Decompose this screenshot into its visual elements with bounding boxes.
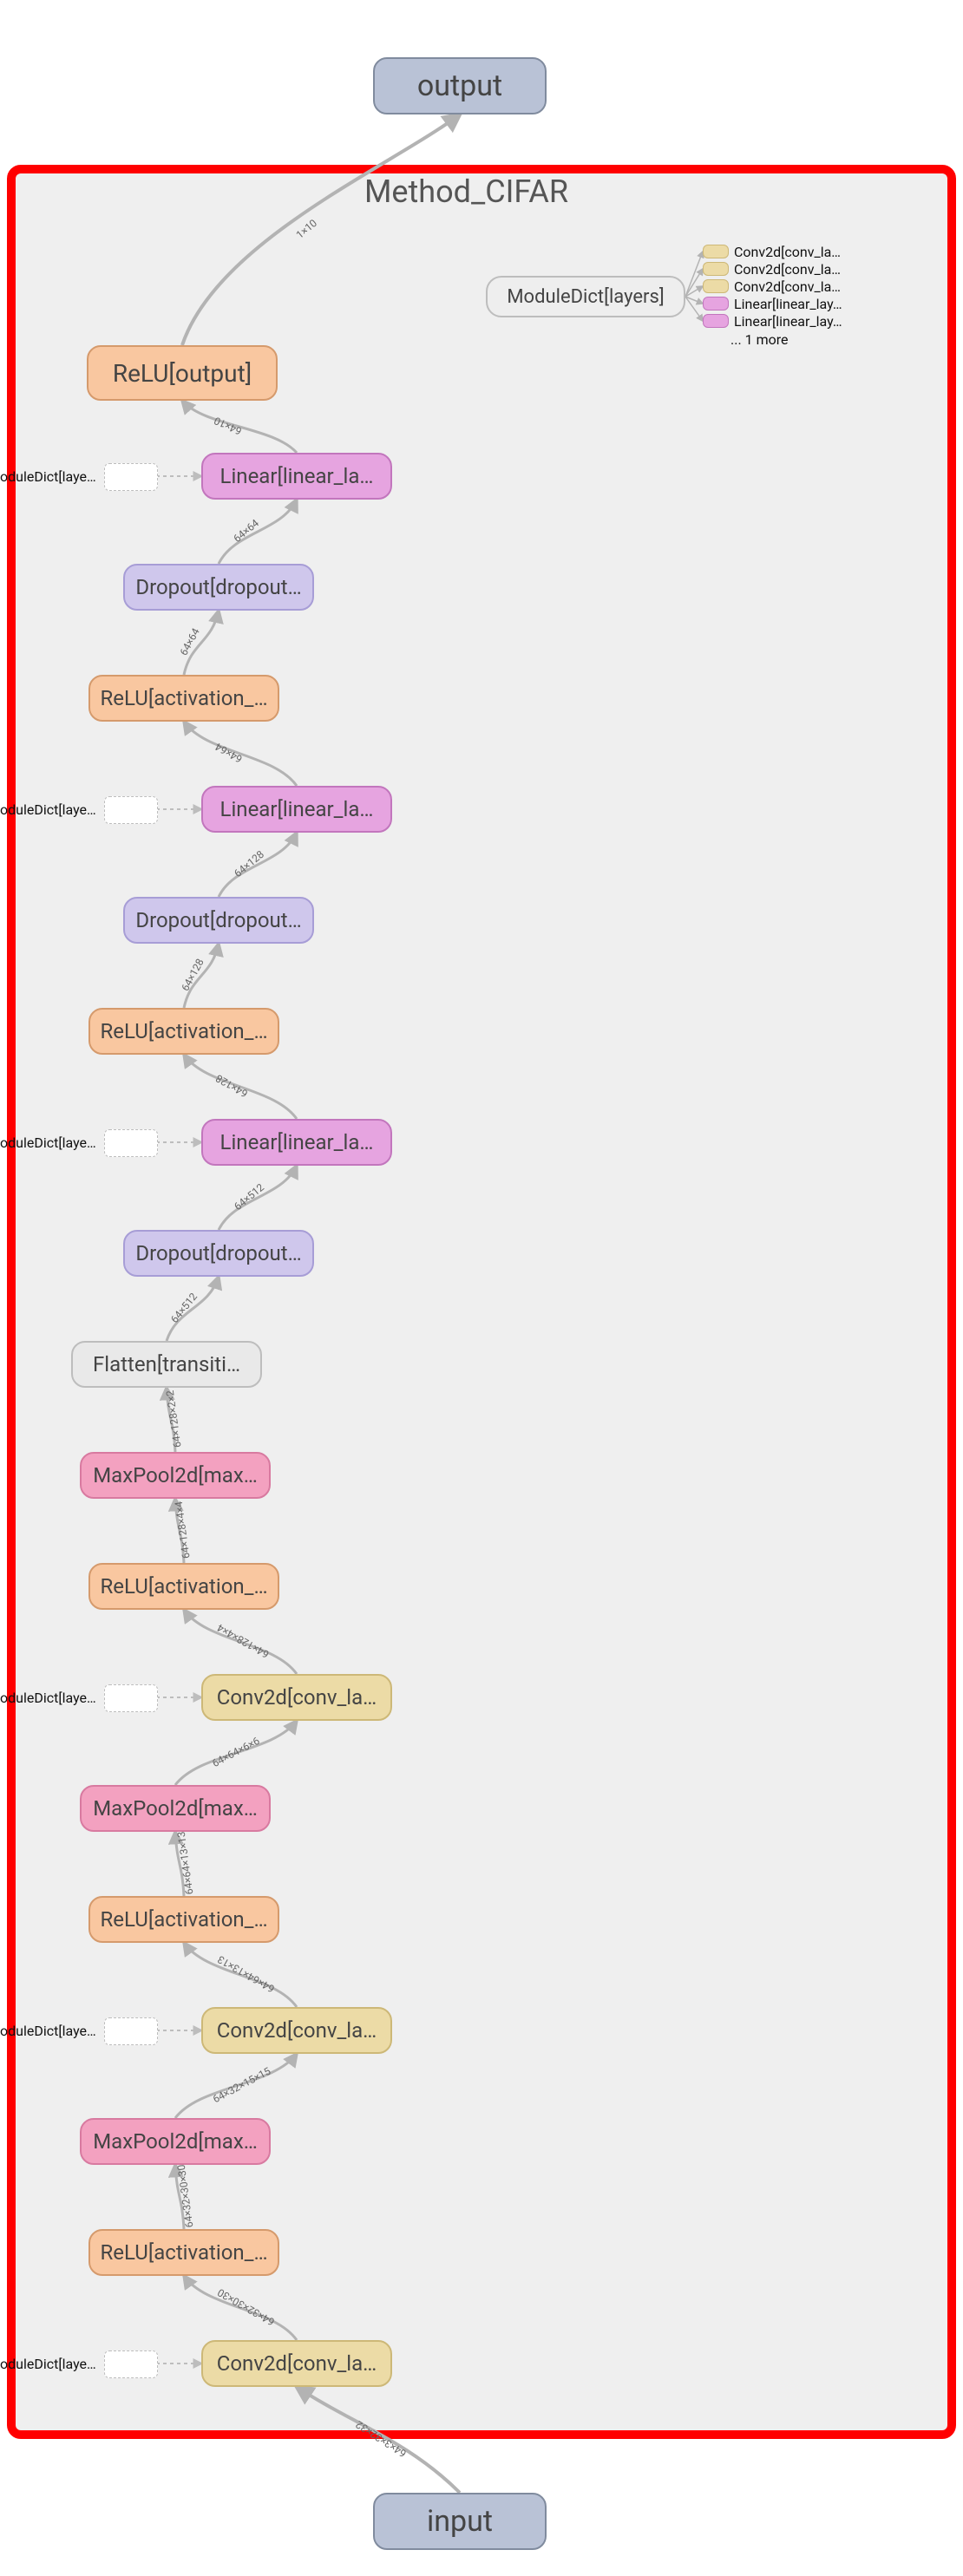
graph-node-linear2[interactable]: Linear[linear_la… xyxy=(201,786,392,833)
side-ref-box xyxy=(104,1684,158,1712)
mini-node-label: Linear[linear_lay… xyxy=(734,296,842,312)
side-ref-box xyxy=(104,1129,158,1157)
mini-node xyxy=(703,279,729,293)
side-ref-box xyxy=(104,463,158,491)
side-ref-label: oduleDict[laye… xyxy=(0,1134,96,1151)
graph-node-conv1[interactable]: Conv2d[conv_la… xyxy=(201,2340,392,2387)
graph-node-output[interactable]: output xyxy=(373,57,547,114)
graph-node-maxpool1[interactable]: MaxPool2d[max… xyxy=(80,2118,271,2165)
graph-node-conv2[interactable]: Conv2d[conv_la… xyxy=(201,2007,392,2054)
side-ref-label: oduleDict[laye… xyxy=(0,468,96,485)
mini-node xyxy=(703,297,729,311)
graph-node-conv3[interactable]: Conv2d[conv_la… xyxy=(201,1674,392,1721)
graph-node-maxpool3[interactable]: MaxPool2d[max… xyxy=(80,1452,271,1499)
mini-node xyxy=(703,262,729,276)
graph-node-dropout2[interactable]: Dropout[dropout… xyxy=(123,897,314,944)
mini-node-label: Conv2d[conv_la… xyxy=(734,278,841,295)
diagram-canvas: Method_CIFAR output input ReLU[output] Linea… xyxy=(0,0,963,2576)
side-ref-label: oduleDict[laye… xyxy=(0,2023,96,2039)
graph-node-relu_c1[interactable]: ReLU[activation_… xyxy=(88,2229,279,2276)
mini-node-label: Conv2d[conv_la… xyxy=(734,261,841,278)
side-ref-label: oduleDict[laye… xyxy=(0,2356,96,2372)
graph-node-relu_l3[interactable]: ReLU[activation_… xyxy=(88,675,279,722)
mini-node xyxy=(703,314,729,328)
side-ref-box xyxy=(104,796,158,824)
side-ref-box xyxy=(104,2017,158,2045)
graph-node-relu_c3[interactable]: ReLU[activation_… xyxy=(88,1563,279,1610)
graph-node-relu_out[interactable]: ReLU[output] xyxy=(87,345,278,401)
method-container xyxy=(7,165,956,2439)
graph-node-input[interactable]: input xyxy=(373,2493,547,2550)
side-ref-label: oduleDict[laye… xyxy=(0,1690,96,1706)
graph-node-relu_l2[interactable]: ReLU[activation_… xyxy=(88,1008,279,1055)
module-dict-node[interactable]: ModuleDict[layers] xyxy=(486,276,685,317)
graph-node-relu_c2[interactable]: ReLU[activation_… xyxy=(88,1896,279,1943)
side-ref-box xyxy=(104,2350,158,2378)
method-title: Method_CIFAR xyxy=(364,173,568,210)
mini-node xyxy=(703,245,729,258)
mini-node-label: Conv2d[conv_la… xyxy=(734,244,841,260)
graph-node-linear3[interactable]: Linear[linear_la… xyxy=(201,453,392,500)
graph-node-linear1[interactable]: Linear[linear_la… xyxy=(201,1119,392,1166)
graph-node-dropout1[interactable]: Dropout[dropout… xyxy=(123,1230,314,1277)
mini-more-label: ... 1 more xyxy=(730,331,789,348)
graph-node-maxpool2[interactable]: MaxPool2d[max… xyxy=(80,1785,271,1832)
mini-node-label: Linear[linear_lay… xyxy=(734,313,842,330)
graph-node-flatten[interactable]: Flatten[transiti… xyxy=(71,1341,262,1388)
graph-node-dropout3[interactable]: Dropout[dropout… xyxy=(123,564,314,611)
side-ref-label: oduleDict[laye… xyxy=(0,801,96,818)
